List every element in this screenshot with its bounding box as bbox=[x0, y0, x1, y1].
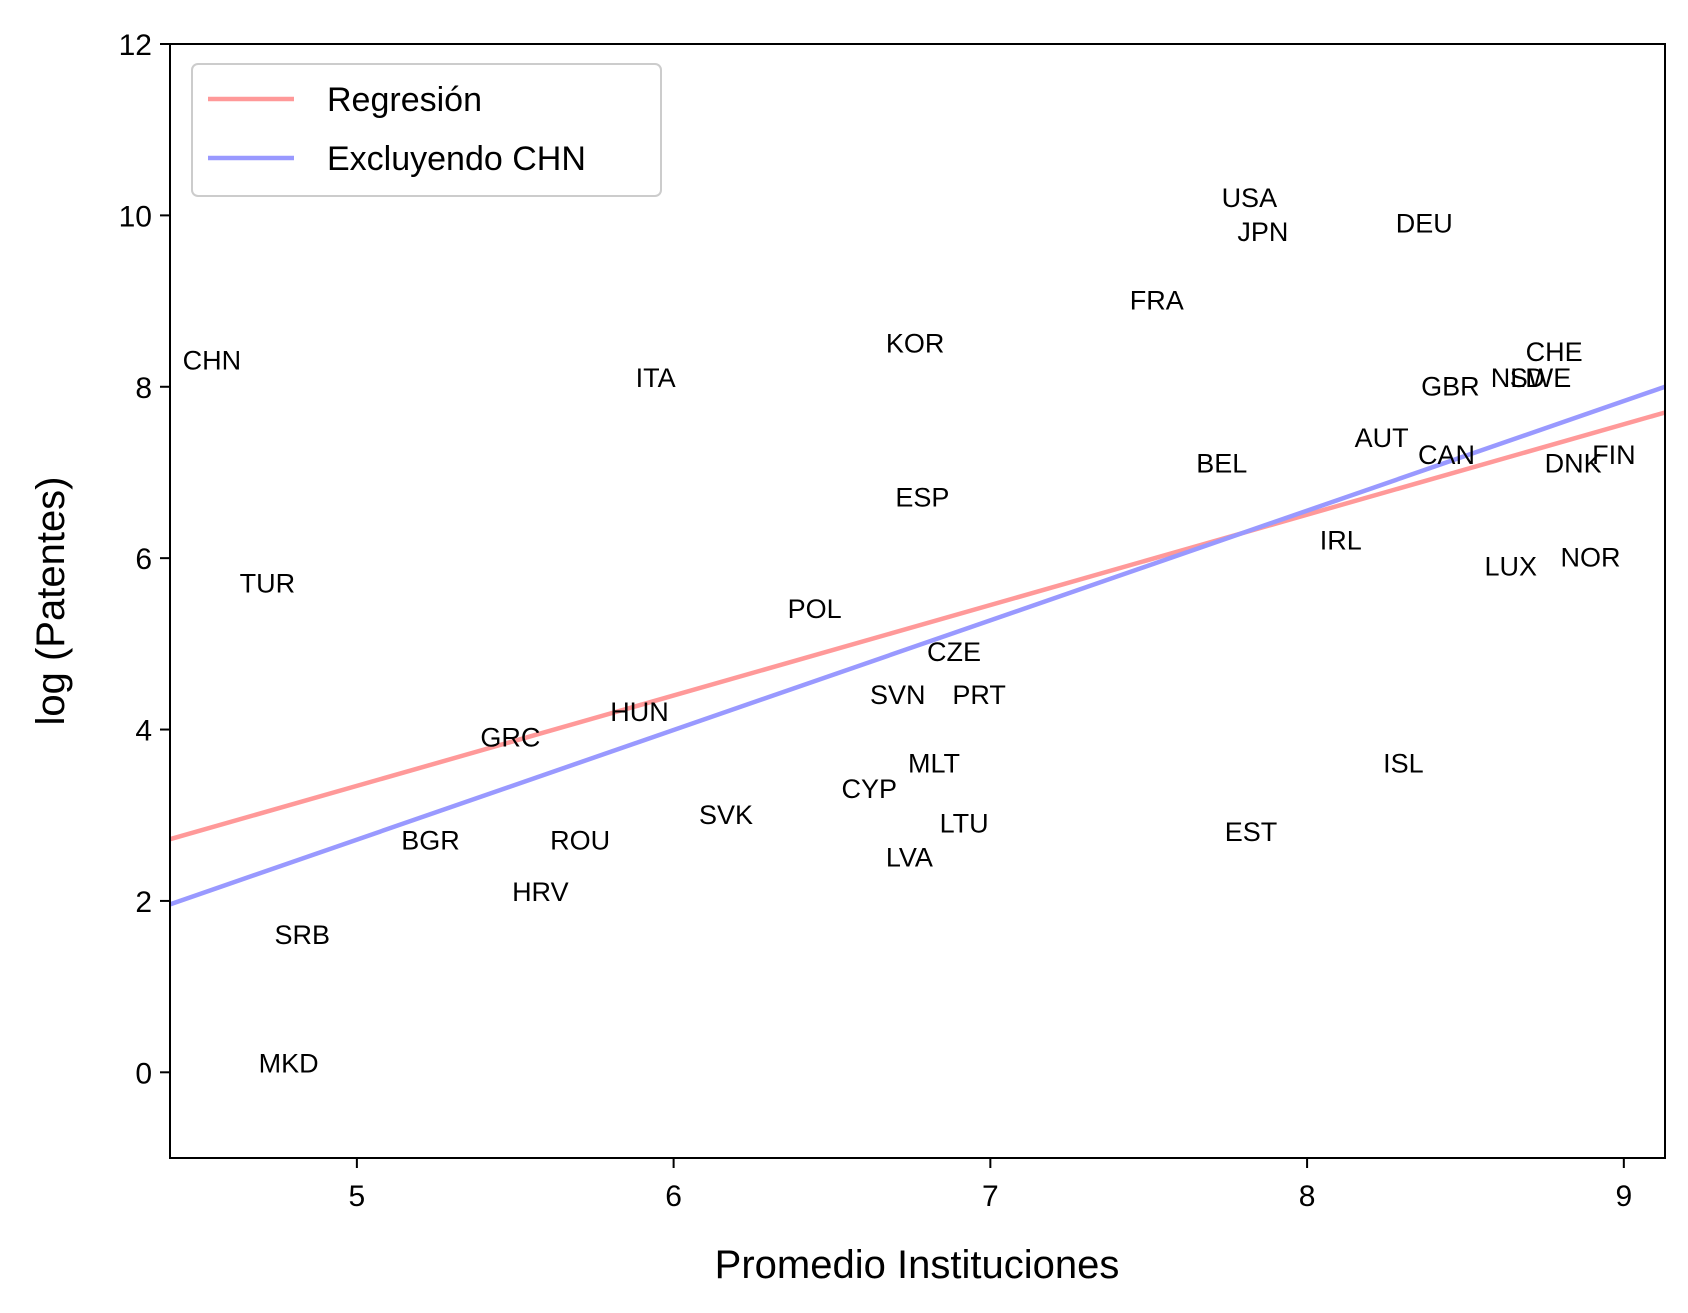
point-label-cze: CZE bbox=[927, 637, 981, 667]
x-tick-label: 5 bbox=[349, 1180, 366, 1213]
point-label-rou: ROU bbox=[550, 826, 610, 856]
point-label-srb: SRB bbox=[275, 920, 331, 950]
point-label-fra: FRA bbox=[1130, 286, 1184, 316]
point-label-usa: USA bbox=[1222, 183, 1278, 213]
point-label-hun: HUN bbox=[610, 697, 669, 727]
point-label-lva: LVA bbox=[886, 843, 933, 873]
legend-label: Regresión bbox=[327, 81, 482, 119]
y-tick-label: 2 bbox=[135, 886, 152, 919]
y-axis-title: log (Patentes) bbox=[29, 476, 73, 725]
y-tick-label: 6 bbox=[135, 543, 152, 576]
y-tick-label: 4 bbox=[135, 715, 152, 748]
x-tick-label: 9 bbox=[1615, 1180, 1632, 1213]
point-label-mkd: MKD bbox=[259, 1048, 319, 1078]
legend: Regresión Excluyendo CHN bbox=[192, 64, 661, 196]
point-label-bgr: BGR bbox=[401, 826, 460, 856]
point-label-bel: BEL bbox=[1196, 448, 1247, 478]
x-tick-label: 7 bbox=[982, 1180, 999, 1213]
point-label-isl: ISL bbox=[1383, 748, 1424, 778]
y-tick-label: 10 bbox=[119, 200, 152, 233]
y-axis-ticks: 0 2 4 6 8 10 12 bbox=[119, 29, 170, 1090]
point-label-pol: POL bbox=[788, 594, 842, 624]
point-label-irl: IRL bbox=[1320, 526, 1362, 556]
x-axis-ticks: 5 6 7 8 9 bbox=[349, 1158, 1633, 1213]
x-tick-label: 6 bbox=[665, 1180, 682, 1213]
point-label-ltu: LTU bbox=[940, 808, 989, 838]
point-label-swe: SWE bbox=[1510, 363, 1572, 393]
point-label-nor: NOR bbox=[1560, 543, 1620, 573]
point-label-cyp: CYP bbox=[841, 774, 897, 804]
point-label-can: CAN bbox=[1418, 440, 1475, 470]
point-label-che: CHE bbox=[1526, 337, 1583, 367]
point-label-est: EST bbox=[1225, 817, 1278, 847]
x-axis-title: Promedio Instituciones bbox=[715, 1243, 1120, 1287]
point-label-hrv: HRV bbox=[512, 877, 569, 907]
point-label-esp: ESP bbox=[895, 483, 949, 513]
x-tick-label: 8 bbox=[1299, 1180, 1316, 1213]
point-label-mlt: MLT bbox=[908, 748, 960, 778]
point-label-aut: AUT bbox=[1355, 423, 1409, 453]
point-label-gbr: GBR bbox=[1421, 371, 1480, 401]
point-label-deu: DEU bbox=[1396, 209, 1453, 239]
point-label-chn: CHN bbox=[183, 346, 242, 376]
point-label-lux: LUX bbox=[1484, 551, 1537, 581]
point-label-ita: ITA bbox=[636, 363, 676, 393]
point-label-tur: TUR bbox=[240, 568, 295, 598]
y-tick-label: 0 bbox=[135, 1057, 152, 1090]
y-tick-label: 8 bbox=[135, 372, 152, 405]
point-label-svn: SVN bbox=[870, 680, 926, 710]
y-tick-label: 12 bbox=[119, 29, 152, 62]
point-label-jpn: JPN bbox=[1237, 217, 1288, 247]
point-label-kor: KOR bbox=[886, 328, 945, 358]
point-label-prt: PRT bbox=[952, 680, 1006, 710]
legend-label: Excluyendo CHN bbox=[327, 140, 586, 178]
point-label-fin: FIN bbox=[1592, 440, 1636, 470]
point-label-grc: GRC bbox=[480, 723, 540, 753]
point-label-svk: SVK bbox=[699, 800, 753, 830]
